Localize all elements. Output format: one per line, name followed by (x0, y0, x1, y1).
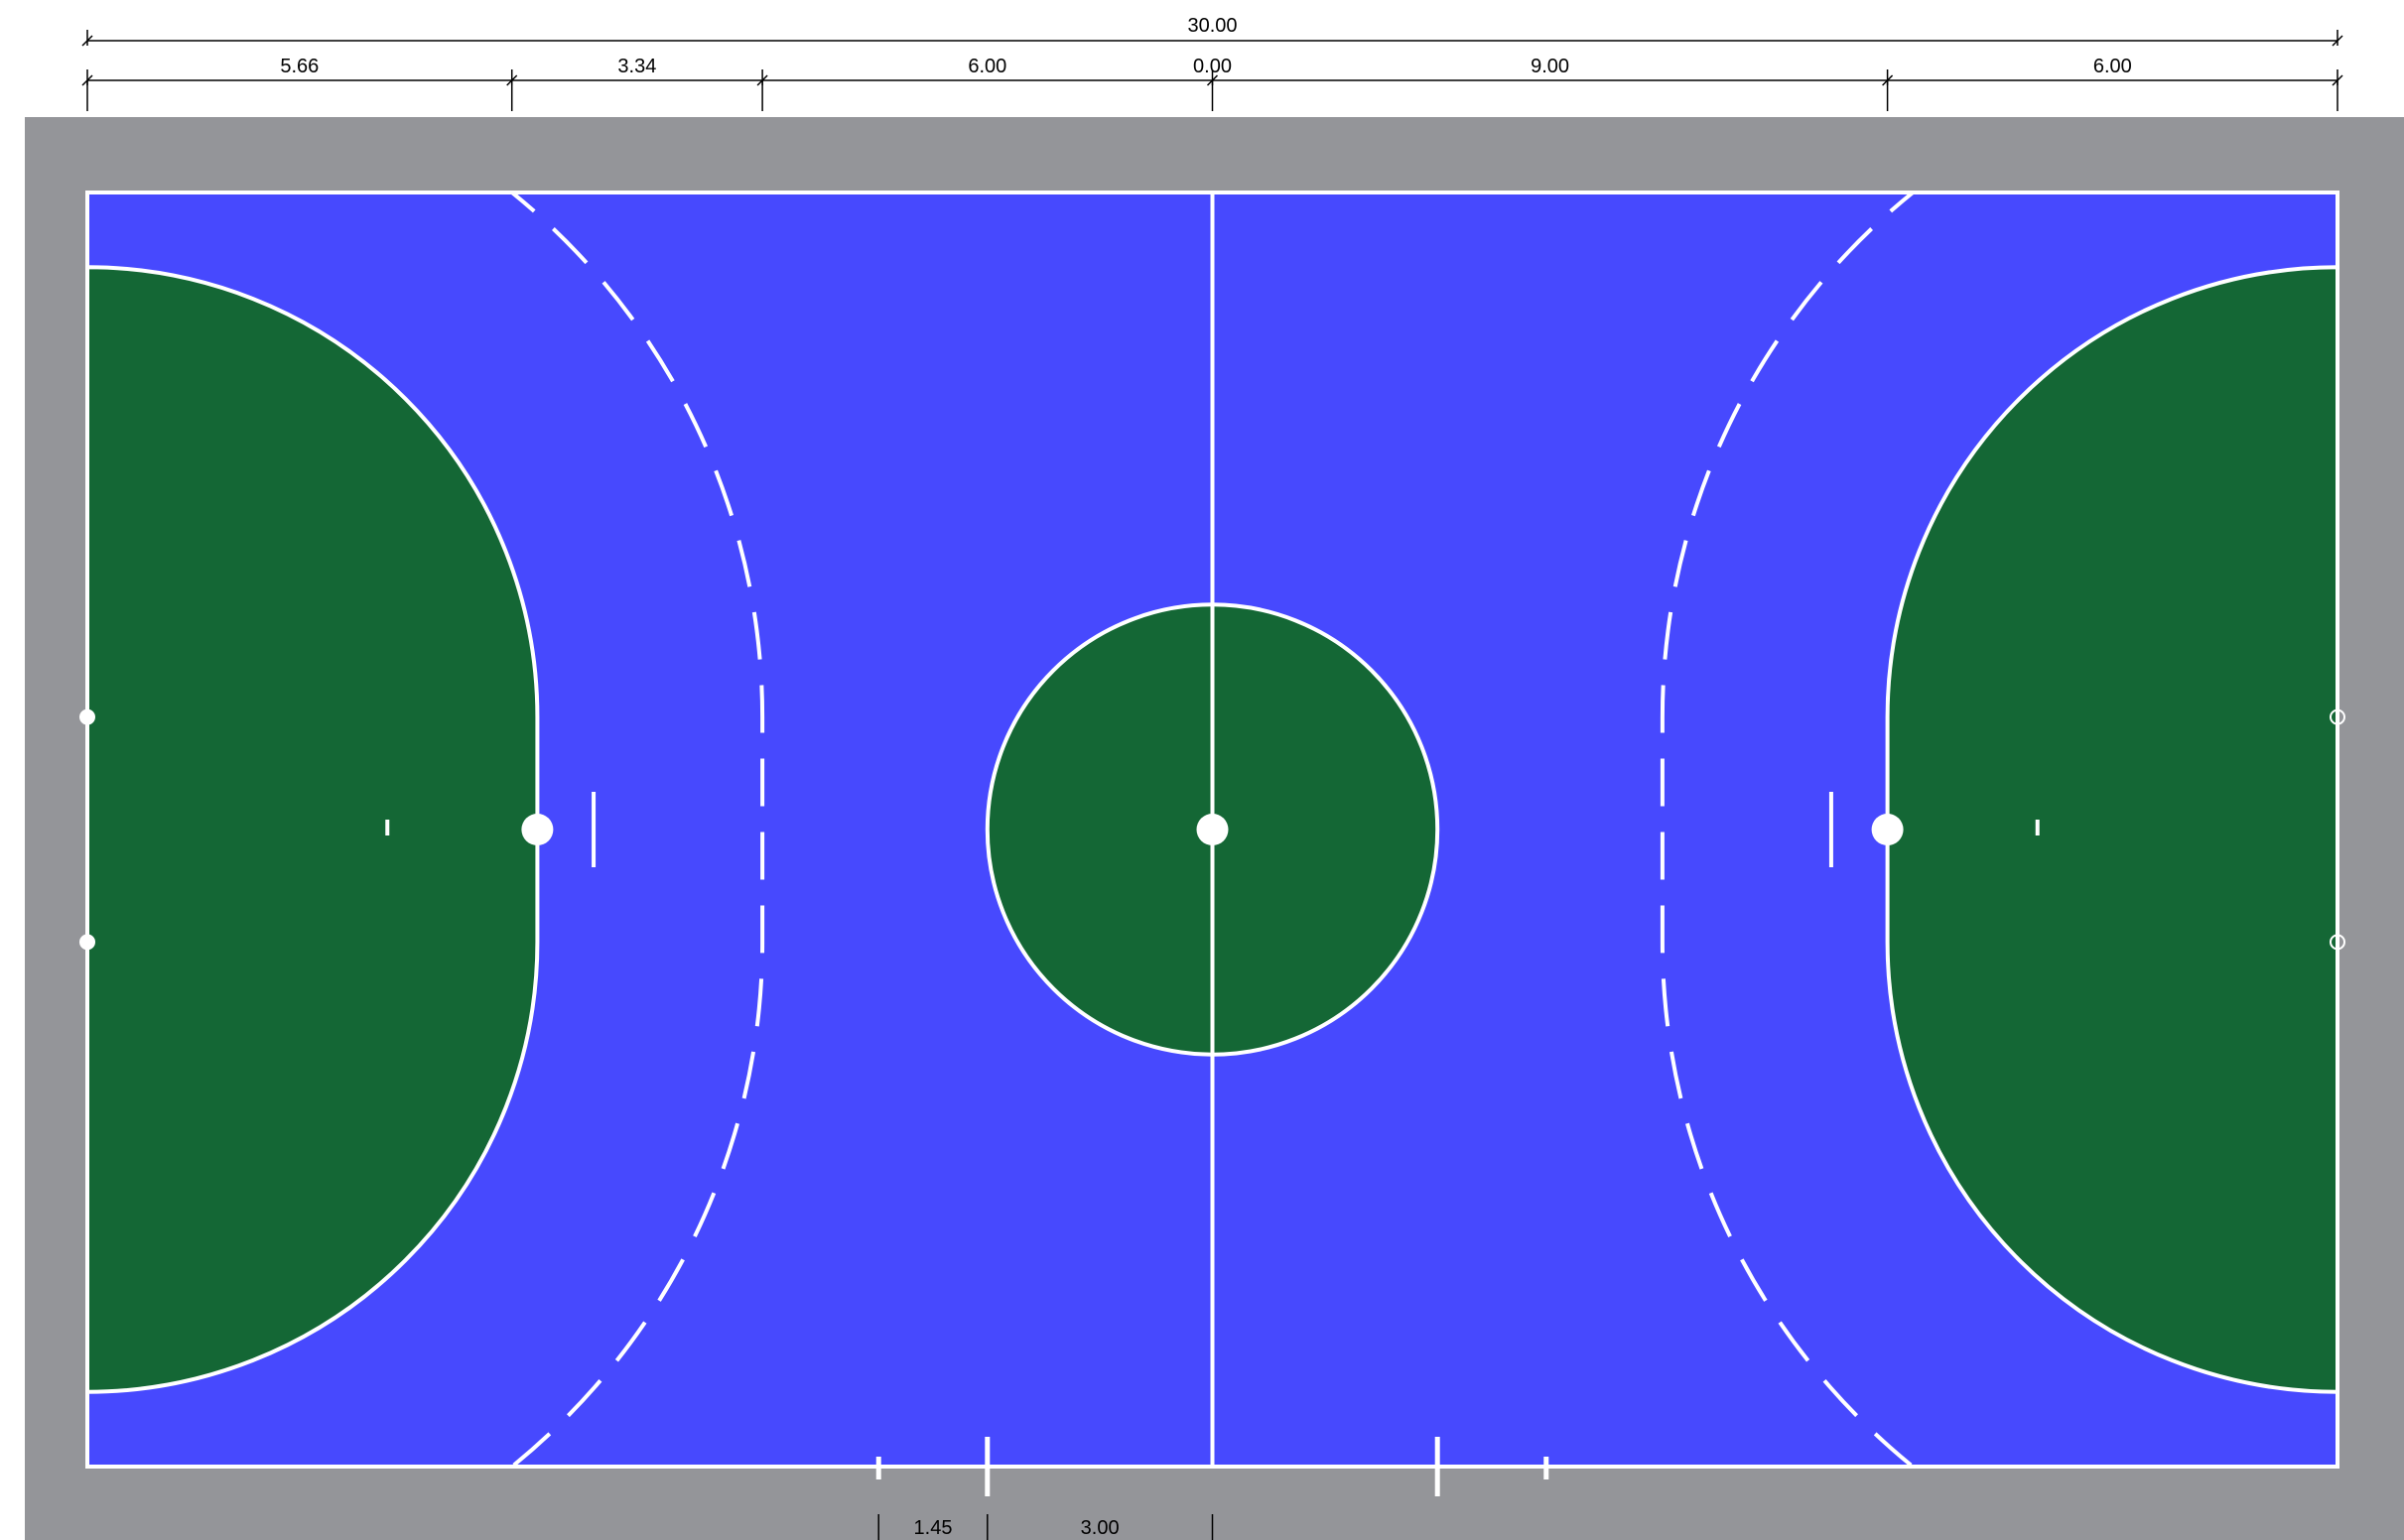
left-goal-post-top (79, 708, 95, 725)
dimension-annotations: 30.00 5.66 3.34 6.00 0.00 9.00 6.00 1.45 3.00 (81, 15, 2343, 1540)
top-dimension-label-1: 3.34 (617, 56, 656, 77)
right-penalty-spot (1871, 814, 1904, 845)
left-goal-area (85, 265, 540, 1394)
top-dimension-label-3: 0.00 (1193, 56, 1232, 77)
right-goal-post-bottom (2330, 934, 2345, 951)
overall-tick-start-slash (81, 35, 93, 47)
right-goal-post-top (2330, 708, 2345, 725)
top-dimension-label-0: 5.66 (280, 56, 319, 77)
court-markings (79, 191, 2345, 1496)
left-goal-post-bottom (79, 934, 95, 951)
centre-spot (1196, 814, 1229, 845)
left-penalty-spot (521, 814, 554, 845)
bottom-dimension-label-0: 1.45 (914, 1517, 953, 1539)
top-dimension-label-5: 6.00 (2093, 56, 2132, 77)
top-dimension-label-2: 6.00 (968, 56, 1006, 77)
right-goal-area (1885, 265, 2339, 1394)
bottom-dimension-label-1: 3.00 (1081, 1517, 1120, 1539)
overall-dimension-label: 30.00 (1187, 15, 1237, 37)
overall-tick-end-slash (2332, 35, 2343, 47)
top-dimension-label-4: 9.00 (1531, 56, 1569, 77)
